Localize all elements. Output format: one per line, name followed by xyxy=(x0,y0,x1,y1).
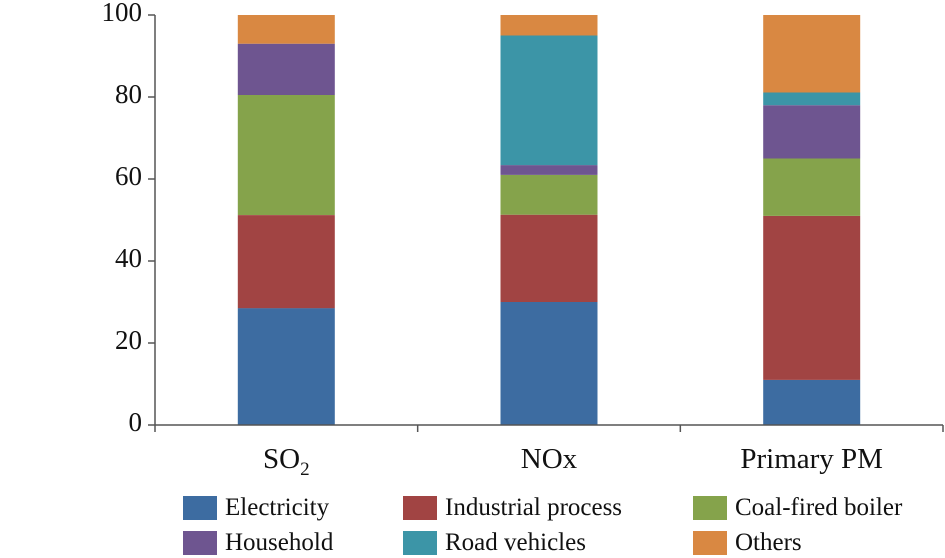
bar-segment-road-vehicles-1 xyxy=(500,35,598,166)
bar-segment-household-0 xyxy=(237,43,335,95)
bar-segment-household-1 xyxy=(500,165,598,175)
legend-item-electricity: Electricity xyxy=(183,493,329,523)
legend-swatch xyxy=(183,496,217,520)
legend-label: Electricity xyxy=(225,494,330,521)
bar-segment-electricity-1 xyxy=(500,302,598,425)
bars-layer xyxy=(237,15,861,425)
stacked-bar-chart: 0 20 40 60 80 100 SO2 NOx Primary PM xyxy=(102,0,944,480)
legend-swatch xyxy=(403,496,437,520)
legend: Electricity Industrial process Coal-fired … xyxy=(183,490,943,556)
bar-segment-coal-fired-boiler-2 xyxy=(763,158,861,216)
y-tick-label: 40 xyxy=(115,243,142,273)
legend-swatch xyxy=(693,531,727,555)
x-tick-label: Primary PM xyxy=(740,443,883,475)
legend-item-household: Household xyxy=(183,528,333,558)
bar-segment-coal-fired-boiler-1 xyxy=(500,174,598,215)
legend-label: Industrial process xyxy=(445,494,623,521)
bar-segment-household-2 xyxy=(763,105,861,159)
legend-item-road-vehicles: Road vehicles xyxy=(403,528,586,558)
bar-segment-others-1 xyxy=(500,15,598,36)
bar-segment-electricity-2 xyxy=(763,379,861,425)
y-tick-label: 60 xyxy=(115,161,142,191)
legend-label: Others xyxy=(735,529,802,556)
legend-swatch xyxy=(183,531,217,555)
bar-segment-others-0 xyxy=(237,15,335,44)
x-tick-label: SO2 xyxy=(263,443,310,480)
legend-item-others: Others xyxy=(693,528,802,558)
x-tick-label: NOx xyxy=(521,443,578,475)
legend-label: Road vehicles xyxy=(445,529,586,556)
bar-segment-coal-fired-boiler-0 xyxy=(237,94,335,215)
bar-segment-others-2 xyxy=(763,15,861,93)
bar-segment-electricity-0 xyxy=(237,308,335,425)
legend-label: Household xyxy=(225,529,334,556)
axes-layer: 0 20 40 60 80 100 SO2 NOx Primary PM xyxy=(102,0,944,480)
bar-segment-industrial-process-1 xyxy=(500,214,598,302)
y-tick-label: 100 xyxy=(102,0,143,27)
y-tick-label: 80 xyxy=(115,79,142,109)
y-tick-label: 20 xyxy=(115,325,142,355)
legend-swatch xyxy=(693,496,727,520)
bar-segment-road-vehicles-2 xyxy=(763,92,861,106)
legend-item-coal-fired-boiler: Coal-fired boiler xyxy=(693,493,902,523)
bar-segment-industrial-process-2 xyxy=(763,215,861,380)
legend-swatch xyxy=(403,531,437,555)
legend-item-industrial-process: Industrial process xyxy=(403,493,622,523)
y-tick-label: 0 xyxy=(129,407,143,437)
bar-segment-industrial-process-0 xyxy=(237,215,335,309)
legend-label: Coal-fired boiler xyxy=(735,494,903,521)
